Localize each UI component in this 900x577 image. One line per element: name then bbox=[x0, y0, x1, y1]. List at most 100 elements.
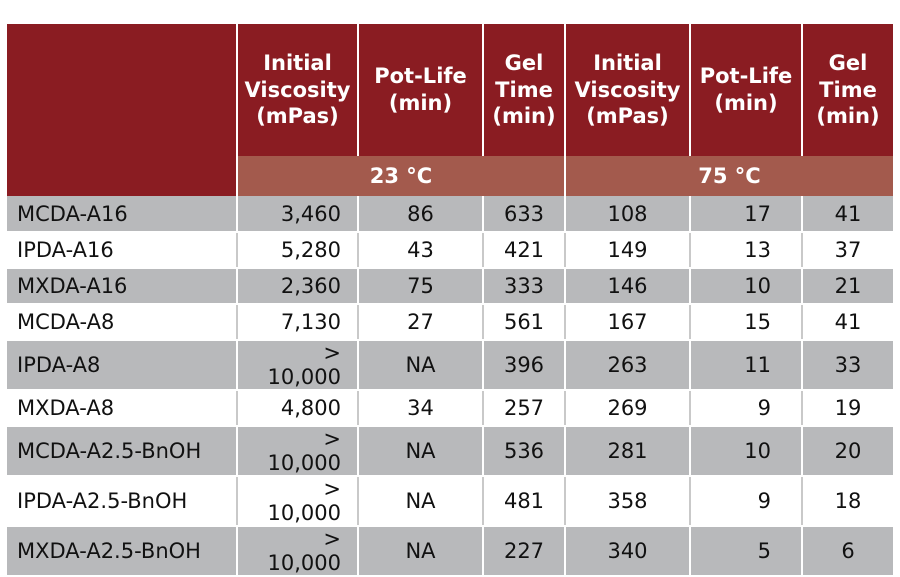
cell-pot-life-75: 13 bbox=[690, 232, 803, 269]
cell-pot-life-75: 5 bbox=[690, 526, 803, 577]
cell-formulation: IPDA-A2.5-BnOH bbox=[7, 476, 238, 527]
table-row: IPDA-A2.5-BnOH > 10,000 NA 481 358 9 18 bbox=[7, 476, 893, 527]
cell-formulation: MXDA-A8 bbox=[7, 390, 238, 427]
cell-viscosity-23: > 10,000 bbox=[237, 426, 359, 477]
cell-pot-life-23: NA bbox=[358, 526, 484, 577]
cell-viscosity-75: 358 bbox=[565, 476, 691, 527]
cell-gel-time-75: 37 bbox=[802, 232, 893, 269]
cell-formulation: MCDA-A2.5-BnOH bbox=[7, 426, 238, 477]
cell-viscosity-23: 5,280 bbox=[237, 232, 359, 269]
cell-formulation: IPDA-A16 bbox=[7, 232, 238, 269]
cell-pot-life-75: 11 bbox=[690, 340, 803, 391]
cell-gel-time-75: 19 bbox=[802, 390, 893, 427]
cell-pot-life-75: 9 bbox=[690, 476, 803, 527]
table-row: MCDA-A16 3,460 86 633 108 17 41 bbox=[7, 196, 893, 233]
header-line: Initial bbox=[263, 50, 332, 75]
cell-viscosity-75: 146 bbox=[565, 268, 691, 305]
cell-gel-time-23: 257 bbox=[483, 390, 566, 427]
cell-gel-time-23: 333 bbox=[483, 268, 566, 305]
column-header-row: Initial Viscosity (mPas) Pot-Life (min) … bbox=[7, 24, 893, 156]
header-line: Viscosity bbox=[574, 77, 681, 102]
cell-viscosity-23: 4,800 bbox=[237, 390, 359, 427]
temperature-header-row: 23 °C 75 °C bbox=[7, 156, 893, 196]
header-initial-viscosity-23: Initial Viscosity (mPas) bbox=[237, 24, 359, 156]
header-pot-life-75: Pot-Life (min) bbox=[690, 24, 803, 156]
cell-viscosity-75: 263 bbox=[565, 340, 691, 391]
cell-viscosity-75: 149 bbox=[565, 232, 691, 269]
cell-pot-life-23: NA bbox=[358, 340, 484, 391]
header-corner-cell bbox=[7, 24, 238, 156]
cell-pot-life-23: 86 bbox=[358, 196, 484, 233]
cell-viscosity-23: 2,360 bbox=[237, 268, 359, 305]
header-gel-time-75: Gel Time (min) bbox=[802, 24, 893, 156]
cell-gel-time-23: 536 bbox=[483, 426, 566, 477]
cell-gel-time-75: 41 bbox=[802, 196, 893, 233]
cell-viscosity-23: 3,460 bbox=[237, 196, 359, 233]
cell-gel-time-23: 561 bbox=[483, 304, 566, 341]
cell-pot-life-23: NA bbox=[358, 476, 484, 527]
table-body: MCDA-A16 3,460 86 633 108 17 41 IPDA-A16 5,280 43… bbox=[7, 196, 893, 577]
cell-viscosity-23: 7,130 bbox=[237, 304, 359, 341]
header-line: (mPas) bbox=[586, 104, 669, 129]
cell-formulation: MXDA-A2.5-BnOH bbox=[7, 526, 238, 577]
cell-viscosity-75: 167 bbox=[565, 304, 691, 341]
cell-gel-time-75: 41 bbox=[802, 304, 893, 341]
temperature-75-label: 75 °C bbox=[565, 156, 893, 196]
cell-viscosity-75: 281 bbox=[565, 426, 691, 477]
cell-gel-time-23: 481 bbox=[483, 476, 566, 527]
cell-gel-time-23: 633 bbox=[483, 196, 566, 233]
cell-pot-life-75: 10 bbox=[690, 268, 803, 305]
header-line: Time bbox=[495, 77, 553, 102]
header-line: Time bbox=[819, 77, 877, 102]
cell-formulation: IPDA-A8 bbox=[7, 340, 238, 391]
cell-viscosity-75: 340 bbox=[565, 526, 691, 577]
cell-pot-life-75: 9 bbox=[690, 390, 803, 427]
header-gel-time-23: Gel Time (min) bbox=[483, 24, 566, 156]
temperature-23-label: 23 °C bbox=[237, 156, 566, 196]
header-line: (min) bbox=[492, 104, 556, 129]
table-row: MXDA-A8 4,800 34 257 269 9 19 bbox=[7, 390, 893, 427]
table-row: MCDA-A2.5-BnOH > 10,000 NA 536 281 10 20 bbox=[7, 426, 893, 477]
header-line: (min) bbox=[388, 91, 453, 115]
cell-gel-time-75: 33 bbox=[802, 340, 893, 391]
data-table-container: Initial Viscosity (mPas) Pot-Life (min) … bbox=[7, 24, 893, 577]
header-line: (min) bbox=[816, 104, 880, 129]
header-initial-viscosity-75: Initial Viscosity (mPas) bbox=[565, 24, 691, 156]
cell-gel-time-75: 20 bbox=[802, 426, 893, 477]
header-line: (mPas) bbox=[256, 104, 339, 129]
cell-pot-life-23: NA bbox=[358, 426, 484, 477]
header-line: Initial bbox=[593, 50, 662, 75]
header-line: Gel bbox=[504, 50, 544, 75]
cell-viscosity-23: > 10,000 bbox=[237, 476, 359, 527]
cell-formulation: MCDA-A16 bbox=[7, 196, 238, 233]
header-line: Pot-Life bbox=[374, 64, 467, 89]
cell-viscosity-75: 108 bbox=[565, 196, 691, 233]
header-line: (min) bbox=[714, 91, 778, 115]
header-line: Gel bbox=[828, 50, 868, 75]
table-row: MCDA-A8 7,130 27 561 167 15 41 bbox=[7, 304, 893, 341]
cell-gel-time-23: 227 bbox=[483, 526, 566, 577]
table-row: MXDA-A2.5-BnOH > 10,000 NA 227 340 5 6 bbox=[7, 526, 893, 577]
header-line: Pot-Life bbox=[699, 64, 793, 89]
header-pot-life-23: Pot-Life (min) bbox=[358, 24, 484, 156]
cell-pot-life-23: 34 bbox=[358, 390, 484, 427]
curing-properties-table: Initial Viscosity (mPas) Pot-Life (min) … bbox=[7, 24, 893, 577]
cell-gel-time-75: 18 bbox=[802, 476, 893, 527]
table-row: MXDA-A16 2,360 75 333 146 10 21 bbox=[7, 268, 893, 305]
cell-viscosity-23: > 10,000 bbox=[237, 526, 359, 577]
cell-gel-time-75: 6 bbox=[802, 526, 893, 577]
cell-pot-life-75: 15 bbox=[690, 304, 803, 341]
cell-formulation: MCDA-A8 bbox=[7, 304, 238, 341]
table-row: IPDA-A8 > 10,000 NA 396 263 11 33 bbox=[7, 340, 893, 391]
cell-formulation: MXDA-A16 bbox=[7, 268, 238, 305]
cell-pot-life-75: 17 bbox=[690, 196, 803, 233]
table-row: IPDA-A16 5,280 43 421 149 13 37 bbox=[7, 232, 893, 269]
header-line: Viscosity bbox=[244, 77, 351, 102]
cell-viscosity-23: > 10,000 bbox=[237, 340, 359, 391]
cell-pot-life-23: 75 bbox=[358, 268, 484, 305]
cell-gel-time-75: 21 bbox=[802, 268, 893, 305]
cell-gel-time-23: 421 bbox=[483, 232, 566, 269]
cell-pot-life-75: 10 bbox=[690, 426, 803, 477]
cell-viscosity-75: 269 bbox=[565, 390, 691, 427]
cell-gel-time-23: 396 bbox=[483, 340, 566, 391]
